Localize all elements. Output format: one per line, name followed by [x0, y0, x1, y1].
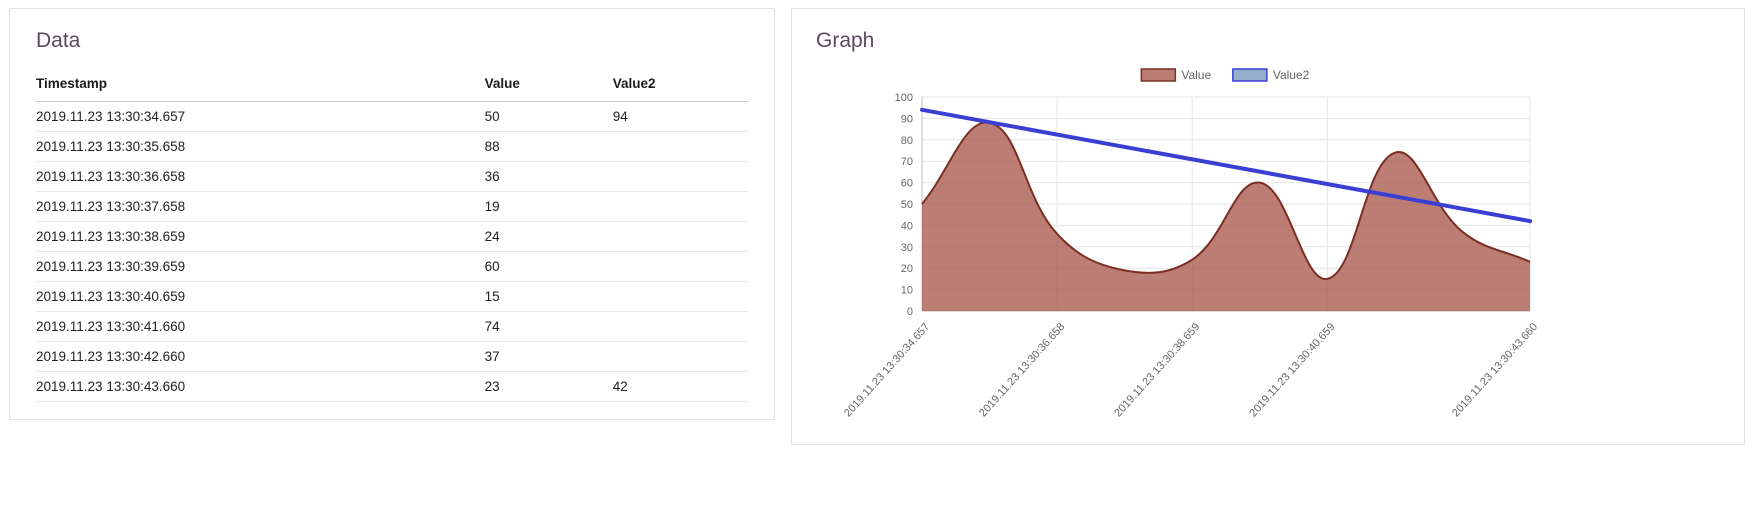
timestamp-cell: 2019.11.23 13:30:39.659 — [36, 251, 485, 282]
x-tick-label: 2019.11.23 13:30:34.657 — [842, 321, 932, 419]
table-row: 2019.11.23 13:30:40.659 15 — [36, 281, 748, 312]
y-tick-label: 70 — [901, 156, 913, 168]
x-tick-label: 2019.11.23 13:30:40.659 — [1247, 321, 1337, 419]
value2-cell — [612, 251, 748, 282]
table-row: 2019.11.23 13:30:42.660 37 — [36, 341, 748, 372]
y-tick-label: 100 — [895, 92, 913, 104]
y-tick-label: 10 — [901, 285, 913, 297]
value2-cell — [612, 281, 748, 312]
data-panel: Data Timestamp Value Value2 2019.11.23 1… — [9, 8, 775, 420]
value-cell: 37 — [484, 341, 613, 372]
table-row: 2019.11.23 13:30:36.658 36 — [36, 161, 748, 192]
table-row: 2019.11.23 13:30:41.660 74 — [36, 311, 748, 342]
value-cell: 50 — [484, 101, 613, 132]
x-tick-label: 2019.11.23 13:30:43.660 — [1450, 321, 1540, 419]
y-tick-label: 30 — [901, 242, 913, 254]
value2-cell — [612, 191, 748, 222]
timestamp-cell: 2019.11.23 13:30:42.660 — [36, 341, 485, 372]
graph-panel: Graph 0 10 20 30 40 50 60 70 80 90 100 2019.11.23 1… — [791, 8, 1745, 445]
value-series-line — [921, 121, 1531, 280]
y-tick-label: 20 — [901, 263, 913, 275]
value-series-area — [922, 122, 1530, 311]
table-row: 2019.11.23 13:30:38.659 24 — [36, 221, 748, 252]
data-panel-title: Data — [36, 29, 81, 52]
y-tick-label: 90 — [901, 113, 913, 125]
y-tick-label: 80 — [901, 135, 913, 147]
table-row: 2019.11.23 13:30:37.658 19 — [36, 191, 748, 222]
value2-cell — [612, 221, 748, 252]
y-tick-label: 50 — [901, 199, 913, 211]
table-header-row: Timestamp Value Value2 — [36, 65, 748, 102]
timestamp-cell: 2019.11.23 13:30:40.659 — [36, 281, 485, 312]
table-row: 2019.11.23 13:30:34.657 50 94 — [36, 101, 748, 132]
legend-label: Value — [1181, 68, 1211, 82]
table-row: 2019.11.23 13:30:43.660 23 42 — [36, 371, 748, 402]
value2-series-line — [920, 107, 1532, 224]
y-tick-label: 60 — [901, 178, 913, 190]
legend-swatch-value2 — [1232, 68, 1268, 82]
graph-panel-title: Graph — [816, 29, 875, 52]
value2-cell — [612, 131, 748, 162]
timestamp-cell: 2019.11.23 13:30:43.660 — [36, 371, 485, 402]
legend-label: Value2 — [1273, 68, 1310, 82]
value-cell: 15 — [484, 281, 613, 312]
value2-cell — [612, 311, 748, 342]
col-header-timestamp: Timestamp — [36, 65, 485, 102]
timestamp-cell: 2019.11.23 13:30:34.657 — [36, 101, 485, 132]
value2-cell: 42 — [612, 371, 748, 402]
y-tick-label: 40 — [901, 220, 913, 232]
value2-cell — [612, 161, 748, 192]
data-table: Timestamp Value Value2 2019.11.23 13:30:… — [36, 65, 748, 402]
value-cell: 60 — [484, 251, 613, 282]
value-chart[interactable]: 0 10 20 30 40 50 60 70 80 90 100 2019.11.23 13:30:3… — [842, 61, 1552, 433]
legend-item-value[interactable]: Value — [1140, 68, 1211, 82]
value2-cell: 94 — [612, 101, 748, 132]
value-cell: 23 — [484, 371, 613, 402]
timestamp-cell: 2019.11.23 13:30:37.658 — [36, 191, 485, 222]
timestamp-cell: 2019.11.23 13:30:38.659 — [36, 221, 485, 252]
timestamp-cell: 2019.11.23 13:30:41.660 — [36, 311, 485, 342]
col-header-value2: Value2 — [612, 65, 748, 102]
value-cell: 24 — [484, 221, 613, 252]
value-cell: 36 — [484, 161, 613, 192]
table-row: 2019.11.23 13:30:39.659 60 — [36, 251, 748, 282]
x-tick-label: 2019.11.23 13:30:36.658 — [977, 321, 1067, 419]
legend-item-value2[interactable]: Value2 — [1232, 68, 1310, 82]
chart-area: 0 10 20 30 40 50 60 70 80 90 100 2019.11.23 13:30:3… — [842, 61, 1552, 433]
x-tick-label: 2019.11.23 13:30:38.659 — [1112, 321, 1202, 419]
legend-swatch-value — [1140, 68, 1177, 82]
value2-cell — [612, 341, 748, 372]
y-tick-label: 0 — [907, 306, 913, 318]
table-row: 2019.11.23 13:30:35.658 88 — [36, 131, 748, 162]
value-cell: 19 — [484, 191, 613, 222]
col-header-value: Value — [484, 65, 613, 102]
value-cell: 74 — [484, 311, 613, 342]
timestamp-cell: 2019.11.23 13:30:35.658 — [36, 131, 485, 162]
value-cell: 88 — [484, 131, 613, 162]
timestamp-cell: 2019.11.23 13:30:36.658 — [36, 161, 485, 192]
